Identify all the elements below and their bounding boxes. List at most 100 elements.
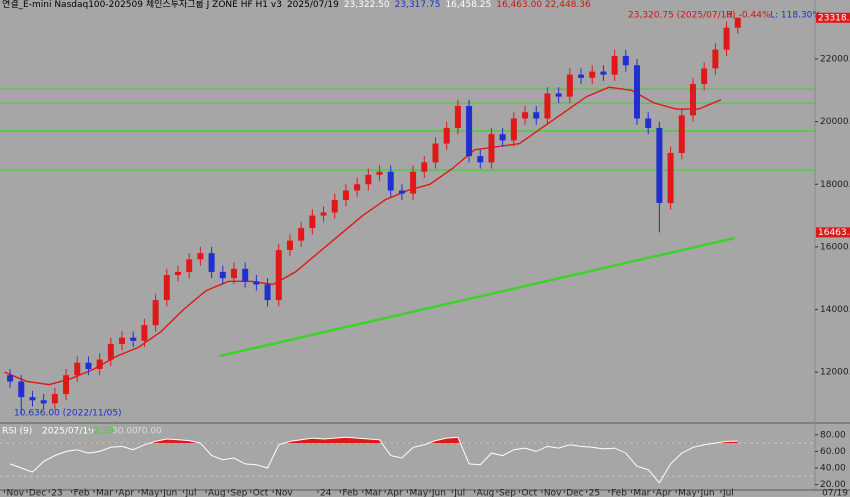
low-annotation: 10,636.00 (2022/11/05) xyxy=(14,409,122,419)
header: 연결_E-mini Nasdaq100-202509 체인스투자그룹 J ZON… xyxy=(2,0,591,11)
x-tick-label: May xyxy=(678,489,697,497)
low-change: L: 118.30% xyxy=(770,11,821,21)
candle-body xyxy=(85,362,92,369)
x-tick-label: Dec xyxy=(566,489,583,497)
header-title: 연결_E-mini Nasdaq100-202509 체인스투자그룹 J ZON… xyxy=(2,0,282,10)
price-marker-box xyxy=(816,12,850,23)
overlay-line xyxy=(219,236,735,358)
rsi-level-label: 30.00 xyxy=(112,427,138,437)
candle-body xyxy=(275,250,282,301)
candle-body xyxy=(656,127,663,204)
candle-body xyxy=(443,127,450,144)
x-tick-label: Aug xyxy=(477,489,495,497)
candle-body xyxy=(701,68,708,85)
candle-body xyxy=(633,65,640,119)
cursor-label: 07/19 xyxy=(822,489,848,497)
candle-body xyxy=(387,171,394,191)
header-quote: 23,322.50 xyxy=(343,0,390,10)
candle-body xyxy=(152,300,159,326)
candle-body xyxy=(365,174,372,185)
candle-body xyxy=(533,112,540,119)
candle-body xyxy=(712,49,719,69)
x-tick-label: Jun xyxy=(700,489,715,497)
candle-body xyxy=(119,337,126,344)
x-tick-label: Nov xyxy=(275,489,293,497)
x-tick-label: Apr xyxy=(387,489,403,497)
header-quote: 16,458.25 xyxy=(445,0,492,10)
rsi-last: 72.39 xyxy=(88,427,114,437)
candle-body xyxy=(622,55,629,66)
candle-body xyxy=(566,74,573,97)
x-tick-label: 24 xyxy=(320,489,332,497)
header-quote: 23,317.75 xyxy=(394,0,441,10)
candle-body xyxy=(600,71,607,75)
price-marker-box xyxy=(816,227,850,238)
x-tick-label: May xyxy=(141,489,160,497)
y-tick-label: 40.00 xyxy=(820,464,846,474)
y-tick-label: 18000.0 xyxy=(820,180,850,190)
candle-body xyxy=(40,400,47,404)
x-tick-label: Feb xyxy=(74,489,90,497)
candle-body xyxy=(432,143,439,163)
x-tick-label: Nov xyxy=(6,489,24,497)
candle-body xyxy=(421,162,428,172)
x-tick-label: Nov xyxy=(544,489,562,497)
price-marker-label: 16463.0 xyxy=(818,228,850,238)
rsi-line xyxy=(9,436,738,484)
candle-body xyxy=(7,375,14,382)
candle-body xyxy=(522,112,529,119)
candle-body xyxy=(197,253,204,260)
overlay-line xyxy=(4,86,722,386)
candle-body xyxy=(611,55,618,75)
x-tick-label: Mar xyxy=(633,489,650,497)
candle-body xyxy=(499,134,506,141)
candle-body xyxy=(208,253,215,272)
x-tick-label: Dec xyxy=(29,489,46,497)
candle-body xyxy=(130,337,137,341)
y-tick-label: 60.00 xyxy=(820,447,846,457)
y-tick-label: 12000.0 xyxy=(820,368,850,378)
candle-body xyxy=(477,156,484,163)
candle-body xyxy=(74,362,81,376)
candle-body xyxy=(578,74,585,78)
header-quote: 16,463.00 22,448.36 xyxy=(496,0,591,10)
candle-body xyxy=(320,212,327,216)
candle-body xyxy=(734,17,741,28)
candle-body xyxy=(264,284,271,301)
x-tick-label: Feb xyxy=(342,489,358,497)
y-tick-label: 20.00 xyxy=(820,480,846,490)
candle-body xyxy=(544,93,551,119)
candle-body xyxy=(63,375,70,395)
candle-body xyxy=(51,394,58,404)
x-tick-label: Jun xyxy=(162,489,177,497)
x-tick-label: Mar xyxy=(96,489,113,497)
candle-body xyxy=(342,190,349,200)
candle-body xyxy=(219,271,226,279)
rsi-date: 2025/07/19 xyxy=(42,427,94,437)
x-tick-label: Sep xyxy=(230,489,247,497)
candle-body xyxy=(689,84,696,116)
x-tick-label: Sep xyxy=(499,489,516,497)
y-tick-label: 14000.0 xyxy=(820,305,850,315)
candle-body xyxy=(466,105,473,157)
candle-body xyxy=(286,240,293,251)
x-tick-label: May xyxy=(410,489,429,497)
candle-body xyxy=(163,275,170,301)
candle-body xyxy=(667,152,674,204)
candle-body xyxy=(678,115,685,153)
candle-body xyxy=(175,271,182,276)
candle-body xyxy=(589,71,596,78)
y-tick-label: 16000.0 xyxy=(820,242,850,252)
x-tick-label: Jul xyxy=(185,489,197,497)
candle-body xyxy=(96,359,103,369)
y-tick-label: 20000.0 xyxy=(820,117,850,127)
candle-body xyxy=(398,190,405,194)
candle-body xyxy=(141,325,148,341)
candle-body xyxy=(242,268,249,282)
candle-body xyxy=(555,93,562,97)
high-annotation: 23,320.75 (2025/07/19) xyxy=(628,11,736,21)
candle-body xyxy=(253,281,260,285)
candle-body xyxy=(18,381,25,398)
